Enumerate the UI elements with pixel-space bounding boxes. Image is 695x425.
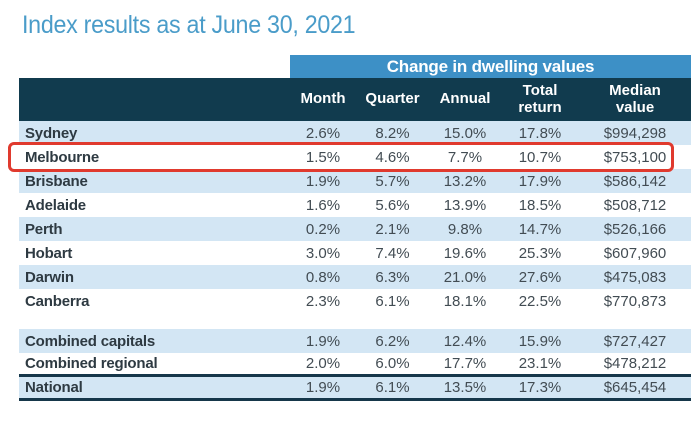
row-value-median-value: $475,083 xyxy=(603,268,667,286)
row-value-annual: 7.7% xyxy=(447,148,483,166)
row-value-month: 1.6% xyxy=(305,196,341,214)
row-value-annual: 18.1% xyxy=(443,292,487,310)
table-row: Adelaide 1.6% 5.6% 13.9% 18.5% $508,712 xyxy=(19,193,691,217)
row-value-month: 1.5% xyxy=(305,148,341,166)
column-header-quarter: Quarter xyxy=(365,90,420,108)
row-value-median-value: $727,427 xyxy=(603,332,667,350)
row-label: Combined regional xyxy=(25,355,158,372)
row-label: National xyxy=(25,379,83,396)
row-value-quarter: 6.1% xyxy=(375,292,410,310)
row-value-quarter: 6.0% xyxy=(375,355,410,372)
row-value-total-return: 17.3% xyxy=(518,379,562,396)
row-value-median-value: $478,212 xyxy=(603,355,667,372)
row-label: Combined capitals xyxy=(25,332,155,350)
row-label: Sydney xyxy=(25,124,78,142)
table-row: Sydney 2.6% 8.2% 15.0% 17.8% $994,298 xyxy=(19,121,691,145)
row-value-total-return: 18.5% xyxy=(518,196,562,214)
row-value-median-value: $586,142 xyxy=(603,172,667,190)
column-header-annual: Annual xyxy=(439,90,491,108)
row-value-quarter: 6.1% xyxy=(375,379,410,396)
row-value-annual: 13.9% xyxy=(443,196,487,214)
row-value-month: 2.6% xyxy=(305,124,341,142)
table-row: Hobart 3.0% 7.4% 19.6% 25.3% $607,960 xyxy=(19,241,691,265)
column-header-total-return: Total return xyxy=(518,81,562,116)
row-value-median-value: $607,960 xyxy=(603,244,667,262)
row-value-month: 1.9% xyxy=(305,379,341,396)
table-row: Brisbane 1.9% 5.7% 13.2% 17.9% $586,142 xyxy=(19,169,691,193)
row-value-total-return: 22.5% xyxy=(518,292,562,310)
row-value-total-return: 15.9% xyxy=(518,332,562,350)
row-value-month: 3.0% xyxy=(305,244,341,262)
table-body: Sydney 2.6% 8.2% 15.0% 17.8% $994,298 Me… xyxy=(8,121,691,401)
table-row: Darwin 0.8% 6.3% 21.0% 27.6% $475,083 xyxy=(19,265,691,289)
column-header-blank xyxy=(19,78,290,121)
row-value-annual: 13.5% xyxy=(443,379,487,396)
row-value-annual: 17.7% xyxy=(443,355,487,372)
row-label: Canberra xyxy=(25,292,90,310)
group-header: Change in dwelling values xyxy=(290,55,691,78)
row-value-annual: 15.0% xyxy=(443,124,487,142)
row-value-annual: 19.6% xyxy=(443,244,487,262)
table-row: National 1.9% 6.1% 13.5% 17.3% $645,454 xyxy=(19,377,691,401)
dwelling-values-table: Change in dwelling values Month Quarter … xyxy=(8,55,691,401)
row-value-total-return: 23.1% xyxy=(518,355,562,372)
row-value-total-return: 14.7% xyxy=(518,220,562,238)
report-page: Index results as at June 30, 2021 Change… xyxy=(0,10,695,425)
row-value-quarter: 5.7% xyxy=(375,172,410,190)
row-value-month: 0.2% xyxy=(305,220,341,238)
row-value-month: 1.9% xyxy=(305,172,341,190)
column-header-row: Month Quarter Annual Total return Median… xyxy=(19,78,691,121)
row-value-quarter: 8.2% xyxy=(375,124,410,142)
row-value-total-return: 10.7% xyxy=(518,148,562,166)
row-value-month: 2.3% xyxy=(305,292,341,310)
row-value-quarter: 7.4% xyxy=(375,244,410,262)
row-value-month: 2.0% xyxy=(305,355,341,372)
row-value-annual: 9.8% xyxy=(447,220,483,238)
row-value-annual: 13.2% xyxy=(443,172,487,190)
row-value-annual: 21.0% xyxy=(443,268,487,286)
row-value-month: 0.8% xyxy=(305,268,341,286)
row-value-quarter: 6.3% xyxy=(375,268,410,286)
table-row: Combined capitals 1.9% 6.2% 12.4% 15.9% … xyxy=(19,329,691,353)
table-row: Melbourne 1.5% 4.6% 7.7% 10.7% $753,100 xyxy=(8,142,691,172)
row-label: Brisbane xyxy=(25,172,88,190)
row-value-total-return: 17.9% xyxy=(518,172,562,190)
page-title: Index results as at June 30, 2021 xyxy=(22,11,356,39)
spacer-row xyxy=(19,313,691,329)
table-row: Canberra 2.3% 6.1% 18.1% 22.5% $770,873 xyxy=(19,289,691,313)
row-value-median-value: $526,166 xyxy=(603,220,667,238)
row-value-median-value: $770,873 xyxy=(603,292,667,310)
row-value-annual: 12.4% xyxy=(443,332,487,350)
row-value-month: 1.9% xyxy=(305,332,341,350)
column-header-month: Month xyxy=(300,90,346,108)
group-header-spacer xyxy=(19,55,290,78)
row-value-total-return: 25.3% xyxy=(518,244,562,262)
table-row: Combined regional 2.0% 6.0% 17.7% 23.1% … xyxy=(19,353,691,377)
row-label: Perth xyxy=(25,220,63,238)
table-row: Perth 0.2% 2.1% 9.8% 14.7% $526,166 xyxy=(19,217,691,241)
row-value-total-return: 17.8% xyxy=(518,124,562,142)
row-value-median-value: $753,100 xyxy=(603,148,667,166)
row-value-median-value: $508,712 xyxy=(603,196,667,214)
row-label: Adelaide xyxy=(25,196,86,214)
row-value-quarter: 2.1% xyxy=(375,220,410,238)
row-value-median-value: $994,298 xyxy=(603,124,667,142)
row-value-quarter: 5.6% xyxy=(375,196,410,214)
row-label: Darwin xyxy=(25,268,74,286)
row-value-median-value: $645,454 xyxy=(603,379,667,396)
column-header-median-value: Median value xyxy=(609,81,661,116)
row-label: Melbourne xyxy=(25,148,100,166)
row-label: Hobart xyxy=(25,244,73,262)
row-value-quarter: 4.6% xyxy=(375,148,410,166)
group-header-row: Change in dwelling values xyxy=(19,55,691,78)
row-value-total-return: 27.6% xyxy=(518,268,562,286)
row-value-quarter: 6.2% xyxy=(375,332,410,350)
